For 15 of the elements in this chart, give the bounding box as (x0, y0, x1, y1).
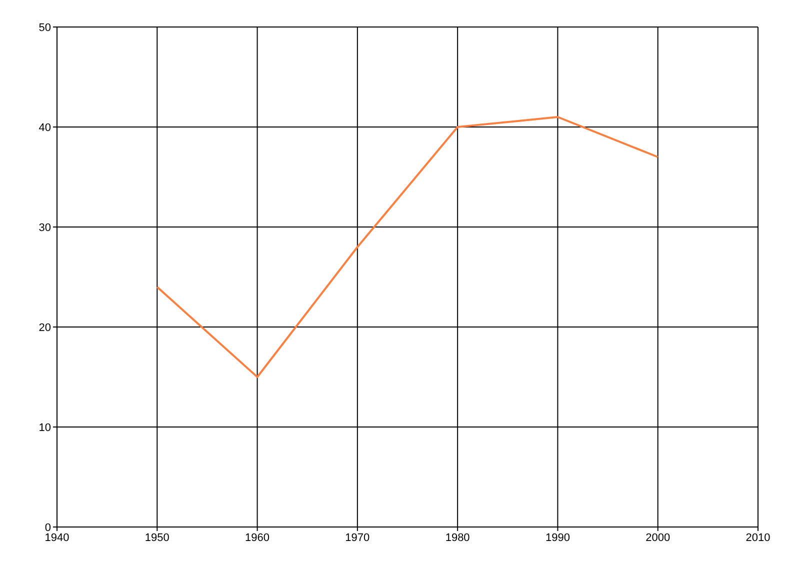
x-tick-label: 1990 (545, 532, 570, 544)
x-tick-label: 1970 (345, 532, 370, 544)
y-tick-label: 20 (38, 322, 51, 334)
y-tick-label: 10 (38, 422, 51, 434)
y-tick-label: 0 (44, 522, 51, 534)
y-tick-label: 40 (38, 122, 51, 134)
x-tick-label: 1980 (445, 532, 470, 544)
x-tick-label: 2010 (746, 532, 770, 544)
x-tick-label: 1940 (44, 532, 70, 544)
y-tick-label: 30 (38, 222, 51, 234)
x-tick-label: 2000 (646, 532, 670, 544)
line-series (156, 116, 659, 378)
x-tick-label: 1950 (144, 532, 170, 544)
x-tick-label: 1960 (245, 532, 270, 544)
y-tick-label: 50 (38, 22, 51, 34)
